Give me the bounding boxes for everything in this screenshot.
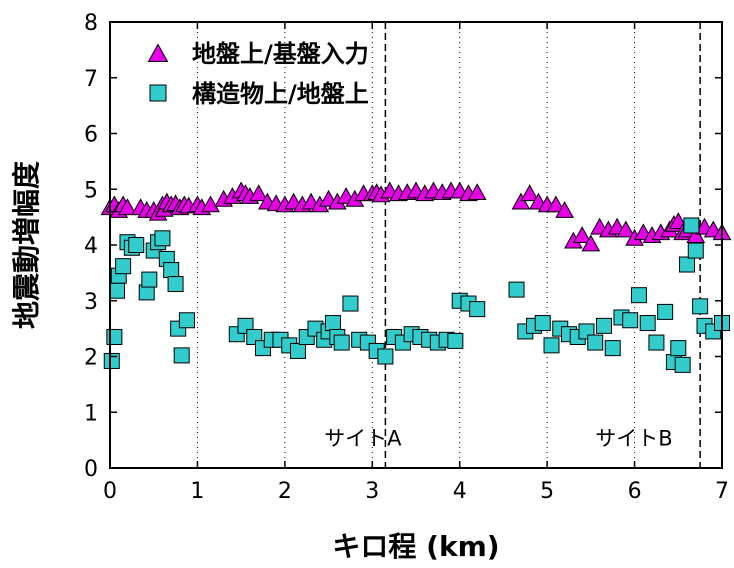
square-point	[639, 315, 656, 332]
triangle-point	[467, 183, 487, 201]
square-point	[674, 356, 691, 373]
y-tick-label: 4	[84, 234, 98, 259]
square-point	[447, 332, 464, 349]
site-label: サイトA	[324, 427, 402, 451]
square-point	[670, 340, 687, 357]
tick-labels: 0 1 2 3 4 5 6 7 0 1 2 3 4 5 6 7 8	[84, 11, 729, 504]
y-tick-label: 0	[84, 457, 98, 482]
square-point	[692, 298, 709, 315]
square-point	[604, 340, 621, 357]
square-point	[108, 282, 125, 299]
x-tick-label: 4	[453, 479, 467, 504]
y-axis-title: 地震動増幅度	[10, 161, 43, 329]
legend-square-icon	[149, 84, 167, 102]
square-point	[167, 276, 184, 293]
square-point	[622, 312, 639, 329]
square-point	[333, 334, 350, 351]
triangle-point	[616, 220, 636, 238]
data-markers	[100, 181, 732, 373]
triangle-point	[546, 195, 566, 213]
square-point	[534, 315, 551, 332]
x-tick-label: 7	[715, 479, 729, 504]
reference-lines	[384, 22, 701, 468]
square-point	[154, 230, 171, 247]
y-tick-label: 1	[84, 401, 98, 426]
y-tick-label: 6	[84, 123, 98, 148]
square-point	[469, 301, 486, 318]
x-tick-label: 5	[540, 479, 554, 504]
square-point	[630, 287, 647, 304]
y-tick-label: 8	[84, 11, 98, 36]
x-tick-label: 1	[190, 479, 204, 504]
triangle-point	[572, 226, 592, 243]
square-point	[173, 347, 190, 364]
triangle-point	[520, 184, 540, 202]
y-tick-label: 2	[84, 346, 98, 371]
legend-label: 地盤上/基盤入力	[192, 40, 369, 68]
triangle-point	[249, 184, 268, 202]
triangle-point	[555, 201, 574, 218]
triangle-point	[581, 234, 601, 252]
x-tick-label: 6	[628, 479, 642, 504]
square-point	[163, 262, 180, 279]
square-point	[648, 334, 665, 351]
triangle-point	[201, 195, 220, 213]
axis-ticks	[109, 21, 723, 469]
site-label: サイトB	[595, 427, 672, 451]
legend-label: 構造物上/地盤上	[192, 80, 369, 108]
square-point	[141, 271, 158, 288]
legend-triangle-icon	[147, 43, 169, 62]
square-point	[679, 256, 696, 273]
y-tick-label: 5	[84, 178, 98, 203]
x-tick-label: 3	[365, 479, 379, 504]
triangle-point	[511, 192, 531, 210]
square-point	[508, 281, 525, 298]
annotations: サイトA サイトB	[324, 427, 672, 451]
square-point	[324, 315, 341, 332]
square-point	[289, 342, 306, 359]
square-point	[115, 258, 132, 275]
square-point	[683, 217, 700, 234]
y-tick-label: 7	[84, 67, 98, 92]
x-tick-label: 0	[103, 479, 117, 504]
square-point	[587, 334, 604, 351]
square-point	[128, 237, 145, 253]
square-point	[657, 303, 674, 320]
square-point	[103, 352, 120, 369]
square-point	[342, 295, 359, 312]
square-point	[377, 348, 394, 365]
square-point	[178, 312, 195, 329]
triangle-point	[118, 198, 137, 216]
y-tick-label: 3	[84, 290, 98, 315]
square-point	[595, 317, 612, 334]
square-point	[687, 242, 704, 259]
triangle-point	[686, 226, 706, 243]
x-tick-label: 2	[278, 479, 292, 504]
square-point	[543, 337, 560, 354]
x-axis-title: キロ程 (km)	[332, 530, 499, 563]
